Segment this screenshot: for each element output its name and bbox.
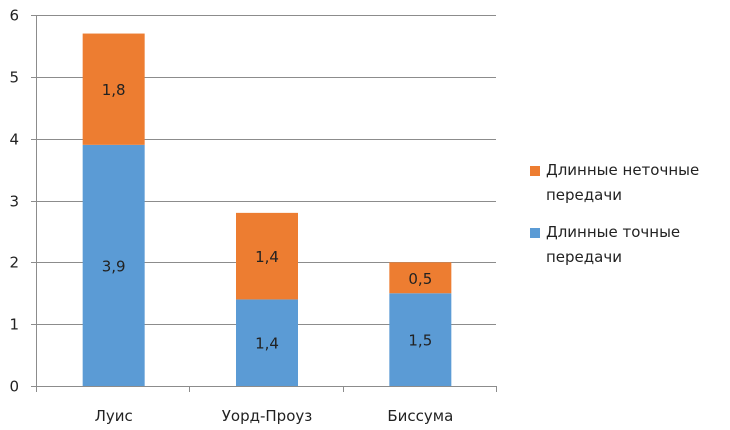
- y-tick-label-1: 1: [9, 316, 19, 334]
- data-label-accurate-1: 1,4: [255, 335, 279, 353]
- x-category-label-1: Уорд-Проуз: [222, 407, 312, 425]
- bar-inaccurate-2: [389, 262, 452, 294]
- y-tick-label-5: 5: [9, 69, 19, 87]
- bar-inaccurate-0: [82, 33, 145, 145]
- legend-swatch-accurate: [530, 228, 540, 238]
- legend-swatch-inaccurate: [530, 166, 540, 176]
- y-tick-label-6: 6: [9, 7, 19, 25]
- y-tick-label-3: 3: [9, 193, 19, 211]
- legend-label-inaccurate-line-1: передачи: [546, 186, 622, 204]
- x-category-label-2: Биссума: [387, 407, 453, 425]
- bar-inaccurate-1: [236, 212, 298, 300]
- bar-accurate-1: [236, 299, 298, 386]
- y-axis: 0 1 2 3 4 5 6: [9, 7, 37, 396]
- y-tick-label-4: 4: [9, 131, 19, 149]
- x-category-label-0: Луис: [95, 407, 133, 425]
- legend-label-inaccurate-line-0: Длинные неточные: [546, 161, 699, 179]
- data-label-inaccurate-1: 1,4: [255, 248, 279, 266]
- y-tick-label-2: 2: [9, 254, 19, 272]
- bar-accurate-2: [389, 293, 452, 386]
- data-label-inaccurate-0: 1,8: [102, 81, 126, 99]
- y-tick-label-0: 0: [9, 378, 19, 396]
- bar-accurate-0: [82, 144, 145, 386]
- bars: 3,9 1,8 1,4 1,4 1,5 0,5: [82, 33, 452, 386]
- data-label-inaccurate-2: 0,5: [408, 270, 432, 288]
- data-label-accurate-2: 1,5: [408, 332, 432, 350]
- legend-label-accurate-line-0: Длинные точные: [546, 223, 680, 241]
- legend: Длинные неточные передачи Длинные точные пе…: [530, 161, 699, 266]
- legend-label-accurate-line-1: передачи: [546, 248, 622, 266]
- data-label-accurate-0: 3,9: [102, 257, 126, 275]
- x-axis: Луис Уорд-Проуз Биссума: [36, 386, 497, 425]
